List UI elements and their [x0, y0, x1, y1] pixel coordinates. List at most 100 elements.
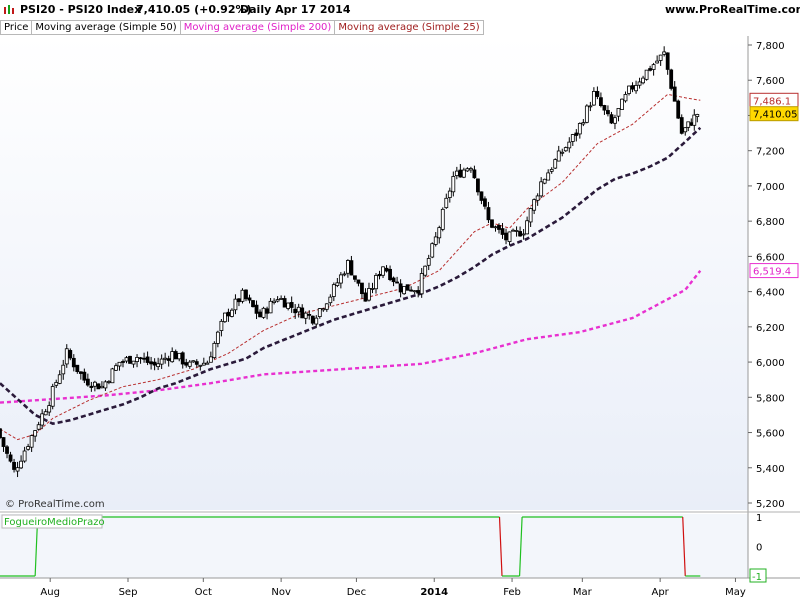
- x-tick-label: Aug: [40, 587, 60, 598]
- candle-body: [324, 303, 329, 310]
- candle-body: [679, 117, 684, 134]
- candle-body: [672, 86, 677, 102]
- candle-body: [265, 308, 269, 314]
- candle-body: [223, 312, 227, 323]
- price-tag-text: 7,410.05: [753, 110, 798, 121]
- candle-body: [331, 284, 336, 297]
- candle-body: [454, 170, 459, 176]
- site-link[interactable]: www.ProRealTime.com: [665, 3, 800, 16]
- candle-body: [606, 110, 610, 115]
- candle-body: [669, 69, 674, 89]
- candle-body: [374, 275, 378, 290]
- candle-body: [194, 361, 199, 365]
- candle-body: [577, 123, 582, 135]
- candle-body: [353, 275, 357, 280]
- legend-ma25[interactable]: Moving average (Simple 25): [334, 20, 484, 35]
- indicator-segment: [682, 516, 686, 577]
- candle-body: [121, 361, 125, 363]
- candle-body: [384, 267, 389, 272]
- y-tick-label: 7,200: [756, 147, 785, 158]
- candle-body: [135, 357, 139, 362]
- candle-body: [36, 424, 41, 430]
- candle-body: [258, 311, 262, 318]
- candle-body: [377, 273, 382, 277]
- candle-body: [518, 231, 522, 237]
- candle-body: [254, 304, 259, 314]
- candle-body: [289, 302, 294, 308]
- chart-title-bar: PSI20 - PSI20 Index 7,410.05 (+0.92%) Da…: [0, 0, 800, 20]
- candle-body: [156, 363, 161, 368]
- candle-body: [630, 85, 635, 90]
- candle-body: [476, 178, 480, 193]
- indicator-last-tag: [749, 568, 767, 583]
- candle-body: [560, 151, 565, 154]
- candle-body: [514, 230, 519, 232]
- candle-body: [47, 405, 52, 413]
- y-tick-label: 5,800: [756, 393, 785, 404]
- candle-body: [574, 132, 579, 136]
- candle-body: [599, 97, 603, 106]
- candle-body: [145, 356, 150, 363]
- candle-body: [542, 178, 547, 184]
- candle-body: [78, 371, 83, 374]
- candle-body: [317, 308, 322, 317]
- candle-body: [296, 306, 301, 313]
- candle-body: [187, 361, 192, 367]
- candle-body: [613, 117, 617, 124]
- candle-body: [528, 208, 533, 223]
- candle-body: [68, 350, 73, 359]
- y-tick-label: 5,400: [756, 464, 785, 475]
- candle-body: [648, 68, 653, 71]
- candle-body: [226, 311, 231, 317]
- candle-body: [532, 199, 537, 211]
- candle-body: [268, 300, 273, 314]
- candle-body: [89, 385, 94, 388]
- candle-body: [279, 298, 284, 300]
- candle-body: [184, 362, 189, 366]
- candle-body: [479, 191, 484, 201]
- candle-body: [247, 297, 252, 301]
- indicator-y-tick: 1: [756, 513, 762, 524]
- candle-body: [620, 98, 624, 110]
- x-tick-label: Apr: [651, 587, 669, 598]
- price-tag-text: 6,519.4: [753, 267, 791, 278]
- candle-body: [240, 289, 245, 302]
- x-tick-label: Dec: [347, 587, 366, 598]
- candle-body: [637, 81, 642, 86]
- candle-body: [173, 351, 178, 360]
- candle-body: [391, 277, 396, 283]
- candle-body: [191, 360, 196, 363]
- legend-price[interactable]: Price: [0, 20, 33, 35]
- candle-body: [54, 382, 59, 386]
- candle-body: [345, 260, 350, 274]
- candle-body: [556, 150, 561, 162]
- candle-body: [349, 260, 354, 276]
- candle-body: [208, 356, 213, 363]
- candle-body: [627, 85, 631, 94]
- candle-body: [64, 348, 69, 365]
- candle-body: [170, 351, 175, 363]
- legend-ma50[interactable]: Moving average (Simple 50): [31, 20, 181, 35]
- candle-body: [521, 233, 526, 236]
- candle-body: [201, 362, 206, 366]
- candle-body: [426, 258, 431, 266]
- candle-body: [433, 236, 438, 245]
- candle-body: [440, 208, 445, 230]
- candle-body: [472, 169, 477, 179]
- candle-body: [584, 105, 589, 123]
- candle-body: [261, 307, 266, 318]
- candle-body: [465, 168, 470, 172]
- price-panel-background: [0, 36, 748, 510]
- candle-body: [275, 299, 280, 302]
- candle-body: [644, 69, 649, 80]
- candle-body: [82, 371, 87, 381]
- candle-body: [29, 435, 34, 448]
- candle-body: [367, 288, 371, 301]
- legend-ma200[interactable]: Moving average (Simple 200): [179, 20, 336, 35]
- x-tick-label: Oct: [195, 587, 212, 598]
- candle-body: [623, 94, 628, 102]
- indicator-y-tick: 0: [756, 543, 762, 554]
- candle-body: [447, 190, 452, 198]
- candle-body: [57, 374, 62, 384]
